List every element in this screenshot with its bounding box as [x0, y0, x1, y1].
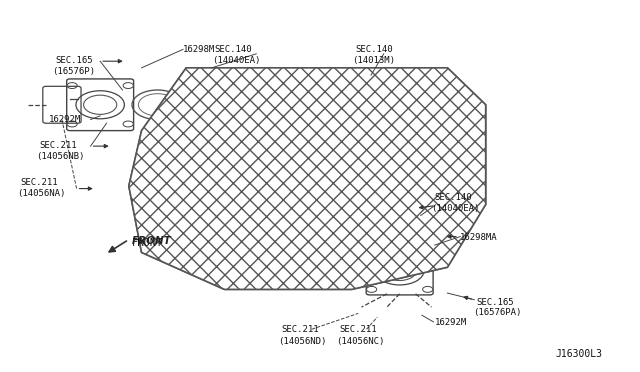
Circle shape — [67, 121, 77, 127]
Circle shape — [123, 83, 133, 89]
Circle shape — [438, 180, 457, 192]
Circle shape — [342, 92, 362, 103]
Text: (16576P): (16576P) — [52, 67, 95, 76]
Circle shape — [367, 250, 377, 256]
Text: FRONT: FRONT — [132, 238, 163, 248]
Text: (14040EA): (14040EA) — [431, 203, 480, 213]
Text: SEC.140: SEC.140 — [215, 45, 253, 54]
Circle shape — [278, 180, 298, 192]
Circle shape — [151, 180, 170, 192]
Text: SEC.211: SEC.211 — [282, 326, 319, 334]
Text: SEC.140: SEC.140 — [355, 45, 393, 54]
Text: (14056NA): (14056NA) — [17, 189, 66, 198]
Circle shape — [367, 286, 377, 292]
Text: SEC.211: SEC.211 — [20, 178, 58, 187]
Circle shape — [422, 250, 433, 256]
Text: (14056NB): (14056NB) — [36, 152, 85, 161]
Text: (14056ND): (14056ND) — [278, 337, 327, 346]
Text: (16576PA): (16576PA) — [473, 308, 522, 317]
Polygon shape — [129, 68, 486, 289]
Circle shape — [406, 240, 425, 251]
Text: 16292M: 16292M — [49, 115, 81, 124]
Circle shape — [183, 243, 202, 254]
Text: SEC.165: SEC.165 — [56, 56, 93, 65]
Text: (14056NC): (14056NC) — [336, 337, 384, 346]
Text: (14040EA): (14040EA) — [212, 56, 260, 65]
Text: SEC.211: SEC.211 — [339, 326, 377, 334]
Circle shape — [123, 121, 133, 127]
Circle shape — [234, 92, 253, 103]
Text: SEC.140: SEC.140 — [435, 193, 472, 202]
Text: 16292M: 16292M — [435, 318, 467, 327]
Text: 16298M: 16298M — [183, 45, 215, 54]
Text: 16298MA: 16298MA — [460, 233, 498, 242]
Text: (14013M): (14013M) — [352, 56, 395, 65]
Text: J16300L3: J16300L3 — [556, 349, 603, 359]
Circle shape — [278, 262, 298, 273]
Text: FRONT: FRONT — [132, 236, 172, 246]
Text: SEC.165: SEC.165 — [476, 298, 514, 307]
Circle shape — [67, 83, 77, 89]
Text: SEC.211: SEC.211 — [40, 141, 77, 150]
Circle shape — [422, 286, 433, 292]
Circle shape — [425, 125, 444, 136]
